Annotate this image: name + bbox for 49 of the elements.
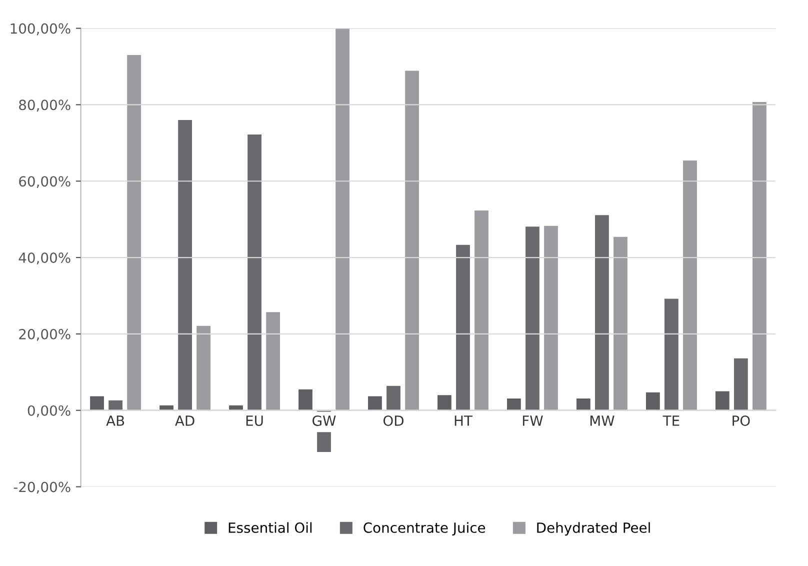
- x-tick-label: EU: [246, 416, 263, 426]
- x-tick-label: OD: [383, 415, 404, 426]
- bar: [683, 160, 697, 410]
- y-tick-label: 40,00%: [18, 252, 70, 264]
- bar: [664, 298, 678, 410]
- y-tick-label: 60,00%: [19, 176, 70, 188]
- bar: [734, 358, 748, 410]
- bar: [336, 28, 350, 410]
- bar: [405, 70, 419, 410]
- x-tick-label: GW: [312, 415, 336, 426]
- bar: [90, 396, 104, 410]
- bar: [526, 226, 540, 410]
- legend-label: Concentrate Juice: [364, 522, 486, 536]
- bar: [715, 391, 730, 410]
- bar: [576, 398, 590, 410]
- x-tick-label: HT: [454, 416, 472, 426]
- x-tick-label: FW: [522, 416, 543, 426]
- y-tick-label: 0,00%: [28, 405, 70, 418]
- x-tick-label: AB: [106, 416, 124, 426]
- bar: [196, 326, 211, 410]
- x-tick-label: AD: [175, 416, 194, 426]
- bar: [752, 102, 766, 410]
- bar: [544, 226, 558, 410]
- bar: [108, 400, 122, 410]
- bar: [595, 215, 609, 410]
- y-tick-label: 20,00%: [19, 328, 70, 341]
- legend-label: Dehydrated Peel: [537, 522, 650, 536]
- bar: [614, 236, 628, 410]
- x-tick-label: PO: [732, 415, 750, 426]
- bar: [248, 134, 262, 410]
- y-tick-label: -20,00%: [14, 482, 70, 494]
- bar: [160, 405, 174, 410]
- bar: [127, 55, 142, 410]
- x-tick-label: MW: [590, 416, 614, 426]
- y-tick-label: 100,00%: [10, 23, 70, 36]
- bar: [368, 396, 382, 410]
- bar: [298, 389, 312, 410]
- bar: [438, 395, 452, 410]
- bar: [646, 392, 660, 410]
- bar: [266, 312, 280, 410]
- bar: [456, 244, 470, 410]
- bar: [474, 210, 488, 410]
- bar: [178, 120, 192, 410]
- legend-label: Essential Oil: [228, 522, 312, 533]
- x-tick-label: TE: [662, 416, 680, 426]
- bar: [386, 386, 400, 410]
- bar: [229, 405, 243, 410]
- y-tick-label: 80,00%: [19, 100, 70, 112]
- bar: [506, 398, 521, 410]
